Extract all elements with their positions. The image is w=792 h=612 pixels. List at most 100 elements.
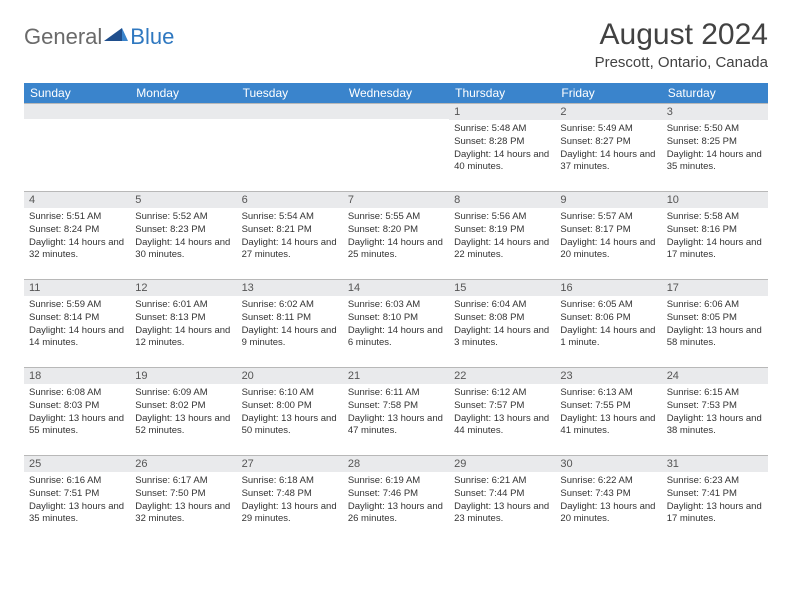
day-number: 15	[449, 279, 555, 296]
sunrise-text: Sunrise: 6:16 AM	[29, 475, 125, 488]
sunset-text: Sunset: 8:27 PM	[560, 136, 656, 149]
day-details: Sunrise: 6:18 AMSunset: 7:48 PMDaylight:…	[237, 472, 343, 531]
header: General Blue August 2024 Prescott, Ontar…	[24, 18, 768, 71]
day-number: 12	[130, 279, 236, 296]
logo: General Blue	[24, 24, 174, 50]
day-details: Sunrise: 5:54 AMSunset: 8:21 PMDaylight:…	[237, 208, 343, 267]
calendar-day-cell: 4Sunrise: 5:51 AMSunset: 8:24 PMDaylight…	[24, 191, 130, 279]
calendar-day-cell: 8Sunrise: 5:56 AMSunset: 8:19 PMDaylight…	[449, 191, 555, 279]
calendar-day-cell: 1Sunrise: 5:48 AMSunset: 8:28 PMDaylight…	[449, 103, 555, 191]
daylight-text: Daylight: 14 hours and 20 minutes.	[560, 237, 656, 263]
calendar-day-cell: 3Sunrise: 5:50 AMSunset: 8:25 PMDaylight…	[662, 103, 768, 191]
calendar-day-cell: 30Sunrise: 6:22 AMSunset: 7:43 PMDayligh…	[555, 455, 661, 543]
sunrise-text: Sunrise: 6:15 AM	[667, 387, 763, 400]
daylight-text: Daylight: 13 hours and 17 minutes.	[667, 501, 763, 527]
day-number: 26	[130, 455, 236, 472]
calendar-day-cell	[24, 103, 130, 191]
calendar-day-cell: 14Sunrise: 6:03 AMSunset: 8:10 PMDayligh…	[343, 279, 449, 367]
sunrise-text: Sunrise: 5:56 AM	[454, 211, 550, 224]
daylight-text: Daylight: 13 hours and 26 minutes.	[348, 501, 444, 527]
day-number: 7	[343, 191, 449, 208]
logo-text-general: General	[24, 24, 102, 50]
day-number: 18	[24, 367, 130, 384]
calendar-day-cell: 12Sunrise: 6:01 AMSunset: 8:13 PMDayligh…	[130, 279, 236, 367]
day-details: Sunrise: 6:01 AMSunset: 8:13 PMDaylight:…	[130, 296, 236, 355]
sunrise-text: Sunrise: 6:18 AM	[242, 475, 338, 488]
daylight-text: Daylight: 13 hours and 55 minutes.	[29, 413, 125, 439]
day-details: Sunrise: 5:56 AMSunset: 8:19 PMDaylight:…	[449, 208, 555, 267]
day-number: 23	[555, 367, 661, 384]
sunrise-text: Sunrise: 6:08 AM	[29, 387, 125, 400]
daylight-text: Daylight: 13 hours and 23 minutes.	[454, 501, 550, 527]
day-number: 2	[555, 103, 661, 120]
day-details: Sunrise: 6:15 AMSunset: 7:53 PMDaylight:…	[662, 384, 768, 443]
sunrise-text: Sunrise: 5:54 AM	[242, 211, 338, 224]
sunrise-text: Sunrise: 6:01 AM	[135, 299, 231, 312]
daylight-text: Daylight: 13 hours and 58 minutes.	[667, 325, 763, 351]
weekday-header: Wednesday	[343, 83, 449, 103]
calendar-week-row: 25Sunrise: 6:16 AMSunset: 7:51 PMDayligh…	[24, 455, 768, 543]
day-details: Sunrise: 6:21 AMSunset: 7:44 PMDaylight:…	[449, 472, 555, 531]
logo-text-blue: Blue	[130, 24, 174, 50]
day-details: Sunrise: 6:09 AMSunset: 8:02 PMDaylight:…	[130, 384, 236, 443]
sunrise-text: Sunrise: 5:57 AM	[560, 211, 656, 224]
day-number	[130, 103, 236, 119]
sunset-text: Sunset: 8:16 PM	[667, 224, 763, 237]
calendar-day-cell: 11Sunrise: 5:59 AMSunset: 8:14 PMDayligh…	[24, 279, 130, 367]
day-details: Sunrise: 6:10 AMSunset: 8:00 PMDaylight:…	[237, 384, 343, 443]
day-number: 30	[555, 455, 661, 472]
sunset-text: Sunset: 7:50 PM	[135, 488, 231, 501]
day-number: 20	[237, 367, 343, 384]
calendar-day-cell: 31Sunrise: 6:23 AMSunset: 7:41 PMDayligh…	[662, 455, 768, 543]
sunrise-text: Sunrise: 6:06 AM	[667, 299, 763, 312]
day-details: Sunrise: 6:22 AMSunset: 7:43 PMDaylight:…	[555, 472, 661, 531]
daylight-text: Daylight: 13 hours and 44 minutes.	[454, 413, 550, 439]
calendar-day-cell: 19Sunrise: 6:09 AMSunset: 8:02 PMDayligh…	[130, 367, 236, 455]
sunset-text: Sunset: 8:08 PM	[454, 312, 550, 325]
sunset-text: Sunset: 7:53 PM	[667, 400, 763, 413]
title-block: August 2024 Prescott, Ontario, Canada	[595, 18, 768, 71]
calendar-week-row: 18Sunrise: 6:08 AMSunset: 8:03 PMDayligh…	[24, 367, 768, 455]
calendar-day-cell: 28Sunrise: 6:19 AMSunset: 7:46 PMDayligh…	[343, 455, 449, 543]
sunrise-text: Sunrise: 6:05 AM	[560, 299, 656, 312]
daylight-text: Daylight: 13 hours and 41 minutes.	[560, 413, 656, 439]
day-number: 21	[343, 367, 449, 384]
day-details: Sunrise: 6:06 AMSunset: 8:05 PMDaylight:…	[662, 296, 768, 355]
daylight-text: Daylight: 14 hours and 9 minutes.	[242, 325, 338, 351]
sunset-text: Sunset: 8:10 PM	[348, 312, 444, 325]
calendar-day-cell: 15Sunrise: 6:04 AMSunset: 8:08 PMDayligh…	[449, 279, 555, 367]
sunset-text: Sunset: 8:24 PM	[29, 224, 125, 237]
daylight-text: Daylight: 13 hours and 47 minutes.	[348, 413, 444, 439]
sunrise-text: Sunrise: 6:02 AM	[242, 299, 338, 312]
sunrise-text: Sunrise: 5:51 AM	[29, 211, 125, 224]
weekday-header: Friday	[555, 83, 661, 103]
day-details: Sunrise: 6:05 AMSunset: 8:06 PMDaylight:…	[555, 296, 661, 355]
sunset-text: Sunset: 8:02 PM	[135, 400, 231, 413]
day-details: Sunrise: 5:52 AMSunset: 8:23 PMDaylight:…	[130, 208, 236, 267]
calendar-day-cell: 24Sunrise: 6:15 AMSunset: 7:53 PMDayligh…	[662, 367, 768, 455]
calendar-day-cell: 5Sunrise: 5:52 AMSunset: 8:23 PMDaylight…	[130, 191, 236, 279]
daylight-text: Daylight: 14 hours and 25 minutes.	[348, 237, 444, 263]
sunset-text: Sunset: 7:51 PM	[29, 488, 125, 501]
daylight-text: Daylight: 14 hours and 32 minutes.	[29, 237, 125, 263]
day-details: Sunrise: 5:50 AMSunset: 8:25 PMDaylight:…	[662, 120, 768, 179]
weekday-header-row: Sunday Monday Tuesday Wednesday Thursday…	[24, 83, 768, 103]
sunrise-text: Sunrise: 5:52 AM	[135, 211, 231, 224]
daylight-text: Daylight: 14 hours and 17 minutes.	[667, 237, 763, 263]
day-details: Sunrise: 6:04 AMSunset: 8:08 PMDaylight:…	[449, 296, 555, 355]
weekday-header: Saturday	[662, 83, 768, 103]
sunset-text: Sunset: 8:11 PM	[242, 312, 338, 325]
day-details: Sunrise: 5:55 AMSunset: 8:20 PMDaylight:…	[343, 208, 449, 267]
calendar-day-cell: 26Sunrise: 6:17 AMSunset: 7:50 PMDayligh…	[130, 455, 236, 543]
day-number: 6	[237, 191, 343, 208]
daylight-text: Daylight: 14 hours and 3 minutes.	[454, 325, 550, 351]
calendar-day-cell: 6Sunrise: 5:54 AMSunset: 8:21 PMDaylight…	[237, 191, 343, 279]
day-details: Sunrise: 6:03 AMSunset: 8:10 PMDaylight:…	[343, 296, 449, 355]
calendar-week-row: 11Sunrise: 5:59 AMSunset: 8:14 PMDayligh…	[24, 279, 768, 367]
day-details: Sunrise: 5:57 AMSunset: 8:17 PMDaylight:…	[555, 208, 661, 267]
daylight-text: Daylight: 13 hours and 50 minutes.	[242, 413, 338, 439]
calendar-day-cell	[237, 103, 343, 191]
calendar-table: Sunday Monday Tuesday Wednesday Thursday…	[24, 83, 768, 543]
weekday-header: Tuesday	[237, 83, 343, 103]
day-details: Sunrise: 6:23 AMSunset: 7:41 PMDaylight:…	[662, 472, 768, 531]
